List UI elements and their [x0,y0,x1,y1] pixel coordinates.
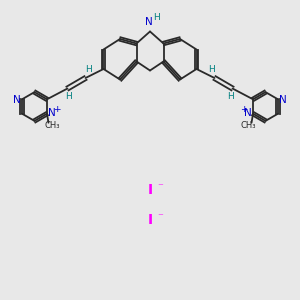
Text: +: + [240,105,247,114]
Text: H: H [228,92,234,101]
Text: H: H [66,92,72,101]
Text: N: N [49,108,56,118]
Text: ⁻: ⁻ [158,182,164,193]
Text: CH₃: CH₃ [240,121,256,130]
Text: I: I [147,214,153,227]
Text: N: N [280,95,287,105]
Text: H: H [85,64,92,74]
Text: +: + [53,105,60,114]
Text: N: N [145,17,152,27]
Text: H: H [153,14,159,22]
Text: I: I [147,184,153,197]
Text: N: N [244,108,251,118]
Text: CH₃: CH₃ [44,121,60,130]
Text: N: N [13,95,20,105]
Text: H: H [208,64,215,74]
Text: ⁻: ⁻ [158,212,164,223]
